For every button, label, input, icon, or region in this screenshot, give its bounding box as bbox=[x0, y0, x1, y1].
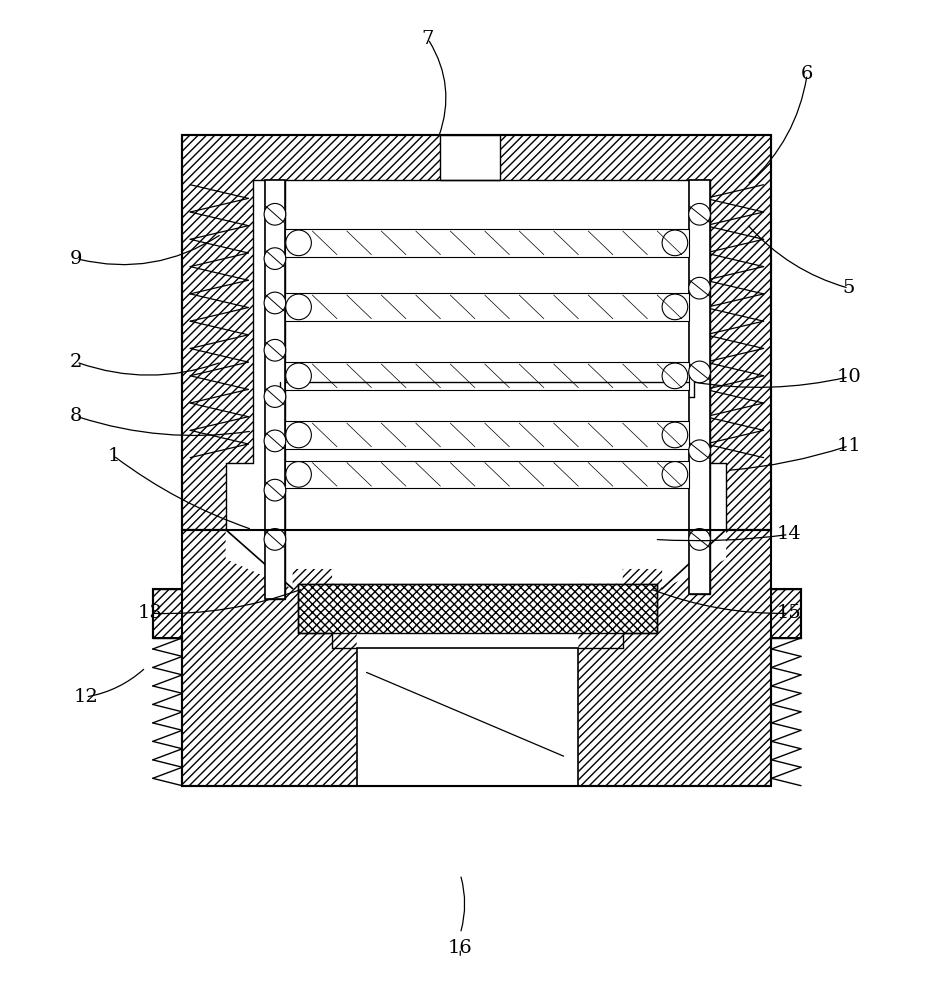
Circle shape bbox=[264, 386, 285, 407]
Text: 2: 2 bbox=[70, 353, 83, 371]
Text: 12: 12 bbox=[73, 688, 98, 706]
Text: 6: 6 bbox=[801, 65, 813, 83]
Bar bbox=[265, 180, 285, 599]
Circle shape bbox=[264, 430, 285, 452]
Bar bbox=[298, 584, 657, 633]
Circle shape bbox=[264, 248, 285, 269]
Bar bbox=[440, 135, 500, 180]
Circle shape bbox=[662, 422, 687, 448]
Circle shape bbox=[688, 277, 711, 299]
Circle shape bbox=[688, 529, 711, 550]
Bar bbox=[285, 362, 688, 390]
Circle shape bbox=[662, 363, 687, 389]
Text: 16: 16 bbox=[448, 939, 472, 957]
Circle shape bbox=[662, 230, 687, 256]
Bar bbox=[688, 180, 711, 594]
Circle shape bbox=[285, 363, 312, 389]
Circle shape bbox=[662, 462, 687, 487]
Circle shape bbox=[662, 294, 687, 320]
Text: 14: 14 bbox=[777, 525, 801, 543]
Circle shape bbox=[264, 292, 285, 314]
Polygon shape bbox=[225, 530, 726, 786]
Bar bbox=[265, 180, 285, 599]
Circle shape bbox=[285, 462, 312, 487]
Polygon shape bbox=[225, 180, 726, 530]
Circle shape bbox=[285, 294, 312, 320]
Polygon shape bbox=[153, 530, 801, 786]
Text: 5: 5 bbox=[842, 279, 855, 297]
Bar bbox=[357, 648, 578, 786]
Bar bbox=[285, 461, 688, 488]
Bar bbox=[182, 135, 772, 530]
Circle shape bbox=[285, 422, 312, 448]
Bar bbox=[285, 293, 688, 321]
Text: 7: 7 bbox=[422, 30, 434, 48]
Bar bbox=[688, 180, 711, 594]
Circle shape bbox=[264, 529, 285, 550]
Circle shape bbox=[688, 203, 711, 225]
Bar bbox=[285, 421, 688, 449]
Bar bbox=[285, 229, 688, 257]
Circle shape bbox=[285, 230, 312, 256]
Text: 1: 1 bbox=[107, 447, 119, 465]
Text: 8: 8 bbox=[70, 407, 83, 425]
Text: 9: 9 bbox=[70, 250, 83, 268]
Text: 13: 13 bbox=[138, 604, 162, 622]
Circle shape bbox=[688, 361, 711, 383]
Text: 15: 15 bbox=[777, 604, 801, 622]
Text: 10: 10 bbox=[837, 368, 861, 386]
Text: 11: 11 bbox=[837, 437, 861, 455]
Circle shape bbox=[264, 339, 285, 361]
Circle shape bbox=[688, 440, 711, 462]
Circle shape bbox=[264, 203, 285, 225]
Circle shape bbox=[264, 479, 285, 501]
